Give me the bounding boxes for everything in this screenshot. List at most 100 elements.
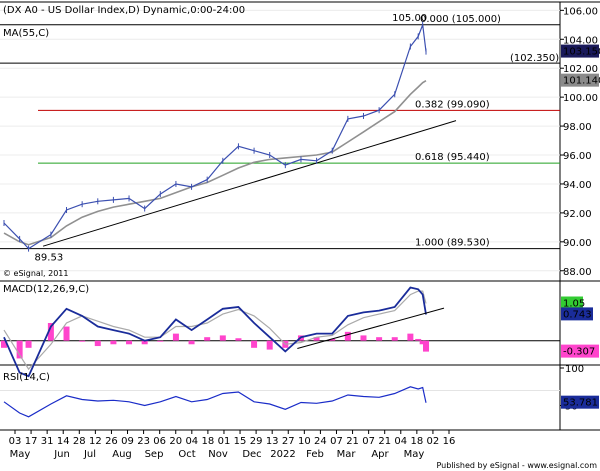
macd-hist-bar — [25, 340, 32, 348]
price-series-group — [3, 21, 457, 252]
macd-hist-bar — [204, 337, 211, 341]
x-month-label: Feb — [306, 449, 324, 460]
fib-level-label: 1.000 (89.530) — [415, 238, 490, 249]
x-month-label: Oct — [178, 449, 195, 460]
price-last-label: 103.150 — [563, 47, 600, 58]
price-tick-label: 100.00 — [563, 93, 598, 104]
watermark: © eSignal, 2011 — [3, 269, 68, 278]
rsi-series-group: 5010053.781 — [0, 364, 599, 418]
macd-trendline — [297, 307, 445, 350]
macd-hist-bar — [63, 326, 70, 341]
macd-hist-bar — [415, 338, 422, 341]
macd-hist-bar — [360, 335, 367, 341]
macd-hist-bar — [407, 333, 414, 341]
macd-series-group: 1.050.743 -0.307 — [0, 286, 599, 378]
price-trendline — [42, 120, 457, 247]
ma-last-label-box — [561, 73, 599, 87]
macd-hist-bar — [141, 340, 148, 345]
rsi-tick-label: 100 — [565, 364, 584, 375]
x-tick-label: 26 — [105, 436, 118, 447]
x-tick-label: 24 — [314, 436, 327, 447]
price-tick-label: 94.00 — [563, 180, 592, 191]
x-month-label: Dec — [242, 449, 261, 460]
x-tick-label: 12 — [89, 436, 102, 447]
fib-level-label: 0.000 (105.000) — [420, 14, 501, 25]
macd-hist-last-box — [561, 344, 599, 358]
x-tick-label: 06 — [153, 436, 166, 447]
x-tick-label: 15 — [234, 436, 247, 447]
macd-line — [3, 286, 427, 378]
level-label: (102.350) — [510, 53, 559, 64]
macd-hist-bar — [1, 340, 7, 348]
x-tick-label: 20 — [169, 436, 182, 447]
x-tick-label: 21 — [378, 436, 391, 447]
macd-hist-bar — [251, 340, 258, 348]
ma-label: MA(55,C) — [3, 28, 49, 39]
x-tick-label: 27 — [282, 436, 295, 447]
price-tick-label: 102.00 — [563, 64, 598, 75]
chart-title: (DX A0 - US Dollar Index,D) Dynamic,0:00… — [3, 5, 245, 16]
x-tick-label: 28 — [73, 436, 86, 447]
macd-hist-bar — [172, 333, 179, 341]
x-tick-label: 07 — [330, 436, 343, 447]
ma-last-label: 101.140 — [563, 76, 600, 87]
price-tick-label: 90.00 — [563, 238, 592, 249]
macd-hist-bar — [79, 340, 86, 342]
x-tick-label: 31 — [41, 436, 54, 447]
high-annotation: 105.00 — [392, 13, 427, 24]
x-tick-label: 13 — [266, 436, 279, 447]
x-tick-label: 10 — [298, 436, 311, 447]
macd-hist-bar — [391, 337, 398, 341]
x-tick-label: 29 — [250, 436, 263, 447]
x-tick-label: 16 — [443, 436, 456, 447]
rsi-line — [3, 386, 427, 418]
macd-hist-bar — [188, 340, 195, 345]
rsi-title: RSI(14,C) — [3, 372, 50, 383]
x-month-label: May — [404, 449, 425, 460]
price-tick-label: 104.00 — [563, 35, 598, 46]
x-tick-label: 03 — [9, 436, 22, 447]
macd-title: MACD(12,26,9,C) — [3, 284, 89, 295]
x-month-label: Jul — [83, 449, 96, 460]
price-tick-label: 98.00 — [563, 122, 592, 133]
x-month-label: Sep — [145, 449, 164, 460]
fib-levels: 0.000 (105.000) 0.382 (99.090) 0.618 (95.4… — [0, 13, 560, 264]
price-tick-label: 88.00 — [563, 267, 592, 278]
panel-frames — [0, 1, 600, 431]
price-axis-labels: 88.00 90.00 92.00 94.00 96.00 98.00 100.00 102.… — [560, 6, 600, 278]
macd-hist-bar — [157, 340, 164, 342]
price-tick-label: 92.00 — [563, 209, 592, 220]
x-tick-label: 17 — [25, 436, 38, 447]
fib-level-label: 0.382 (99.090) — [415, 99, 490, 110]
macd-hist-bar — [110, 340, 117, 345]
x-tick-label: 18 — [202, 436, 215, 447]
x-tick-label: 09 — [121, 436, 134, 447]
macd-hist-bar — [329, 338, 336, 341]
x-tick-label: 04 — [185, 436, 198, 447]
macd-hist-bar — [47, 323, 54, 341]
x-month-label: 2022 — [270, 449, 295, 460]
rsi-last-box — [561, 395, 599, 409]
macd-last-label: 0.743 — [563, 309, 592, 320]
x-tick-label: 23 — [137, 436, 150, 447]
macd-last-box — [561, 307, 593, 321]
price-tick-label: 96.00 — [563, 151, 592, 162]
macd-hist-last-label: -0.307 — [563, 347, 595, 358]
rsi-last-label: 53.781 — [563, 398, 598, 409]
x-month-label: Nov — [208, 449, 228, 460]
macd-hist-bar — [419, 340, 426, 345]
x-tick-label: 21 — [346, 436, 359, 447]
price-line — [3, 24, 427, 250]
macd-signal-last-label: 1.05 — [563, 299, 585, 310]
macd-signal-line — [3, 290, 427, 371]
macd-signal-last-box — [561, 296, 583, 310]
macd-hist-bar — [313, 337, 320, 341]
ma-55-line — [3, 80, 427, 246]
price-last-label-box — [561, 44, 599, 58]
x-tick-label: 07 — [362, 436, 375, 447]
x-month-label: May — [10, 449, 31, 460]
x-tick-label: 18 — [410, 436, 423, 447]
macd-hist-bar — [126, 340, 133, 345]
macd-hist-bar — [344, 331, 351, 341]
